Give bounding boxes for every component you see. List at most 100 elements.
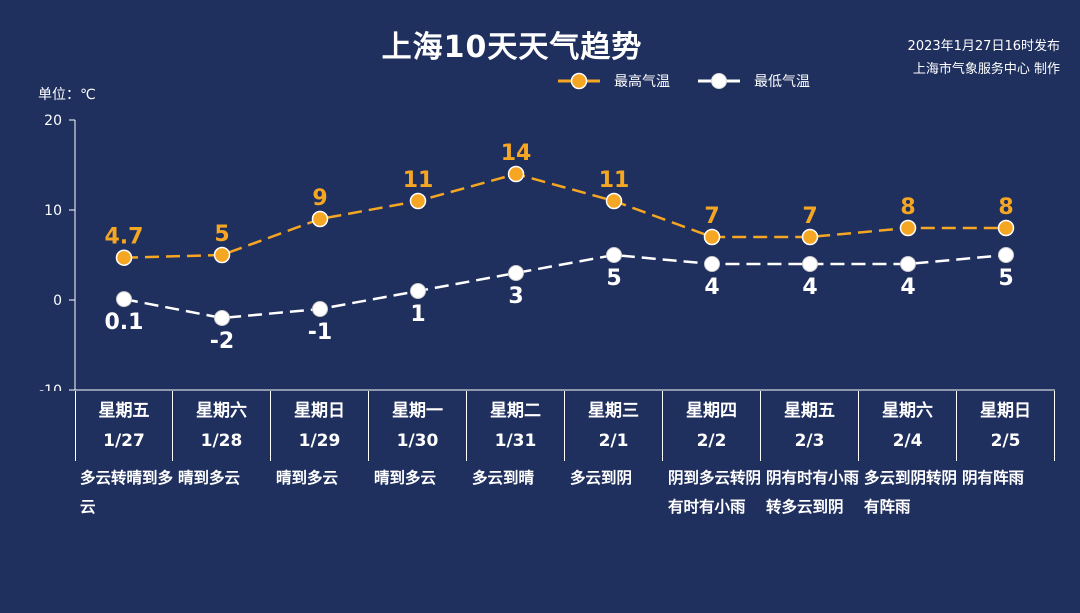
date-label: 2/4 <box>892 431 923 451</box>
date-label: 1/28 <box>200 431 243 451</box>
day-cell: 星期日 1/29 <box>271 391 369 461</box>
high-temp-line <box>123 172 1006 259</box>
weekday-label: 星期五 <box>784 401 835 421</box>
day-cell: 星期五 2/3 <box>761 391 859 461</box>
day-cell: 星期六 2/4 <box>859 391 957 461</box>
low-temp-point <box>704 256 720 272</box>
high-temp-label: 11 <box>599 168 630 193</box>
low-temp-point <box>802 256 818 272</box>
high-temp-point <box>311 210 329 228</box>
low-temp-label: 3 <box>508 284 523 309</box>
legend-low-label: 最低气温 <box>754 74 810 90</box>
low-temp-point <box>998 247 1014 263</box>
low-temp-line <box>123 253 1007 320</box>
high-temp-label: 7 <box>802 204 817 229</box>
weekday-label: 星期一 <box>392 401 443 421</box>
high-temp-point <box>703 228 721 246</box>
weather-row: 多云转晴到多云 晴到多云 晴到多云 晴到多云 多云到晴 多云到阴 阴到多云转阴有时有小雨 阴有… <box>75 462 1055 522</box>
day-cell: 星期五 1/27 <box>75 391 173 461</box>
legend: 最高气温 最低气温 <box>558 70 838 92</box>
date-label: 1/31 <box>494 431 537 451</box>
low-temp-label: 5 <box>606 266 621 291</box>
weekday-label: 星期五 <box>98 401 150 421</box>
issue-time: 2023年1月27日16时发布 <box>907 39 1060 54</box>
legend-low-marker <box>698 73 740 89</box>
y-tick-label: 10 <box>44 203 62 219</box>
legend-high: 最高气温 <box>558 70 670 92</box>
weather-description: 阴有阵雨 <box>962 469 1025 487</box>
issue-info: 2023年1月27日16时发布 上海市气象服务中心 制作 <box>908 35 1060 81</box>
weekday-label: 星期三 <box>588 401 639 421</box>
legend-high-marker <box>558 72 600 90</box>
day-cell: 星期一 1/30 <box>369 391 467 461</box>
temperature-chart: 20 10 0 -10 4.7 5 9 11 14 11 7 7 8 8 0.1 -2 -1 1 3 5 4 4 4 5 <box>39 113 1055 391</box>
weather-description: 多云到阴转阴有阵雨 <box>864 469 958 516</box>
high-temp-label: 14 <box>501 141 532 166</box>
weekday-label: 星期日 <box>294 401 345 421</box>
high-temp-label: 8 <box>998 195 1013 220</box>
date-label: 2/5 <box>990 431 1021 451</box>
date-label: 1/30 <box>396 431 439 451</box>
low-temp-label: 4 <box>704 275 719 300</box>
y-tick-label: -10 <box>39 383 62 391</box>
day-row: 星期五 1/27 星期六 1/28 星期日 1/29 星期一 1/30 星期二 1/31 星期三 2/… <box>75 391 1055 461</box>
weather-description: 阴到多云转阴有时有小雨 <box>668 469 762 516</box>
issuer: 上海市气象服务中心 制作 <box>912 62 1060 77</box>
date-label: 2/1 <box>598 431 629 451</box>
low-temp-point <box>606 247 622 263</box>
weather-description: 晴到多云 <box>178 469 241 487</box>
date-label: 2/3 <box>794 431 825 451</box>
high-temp-point <box>409 192 427 210</box>
low-temp-point <box>312 301 328 317</box>
legend-low: 最低气温 <box>698 70 810 92</box>
weather-description: 阴有时有小雨转多云到阴 <box>766 469 860 516</box>
weather-description: 多云到阴 <box>570 469 633 487</box>
high-temp-point <box>997 219 1015 237</box>
low-temp-point <box>214 310 230 326</box>
day-cell: 星期四 2/2 <box>663 391 761 461</box>
low-temp-point <box>900 256 916 272</box>
low-temp-label: 4 <box>900 275 915 300</box>
low-temp-label: -1 <box>308 320 332 345</box>
date-label: 2/2 <box>696 431 727 451</box>
legend-high-label: 最高气温 <box>614 74 670 90</box>
high-temp-label: 8 <box>900 195 915 220</box>
low-temp-point <box>116 291 132 308</box>
date-label: 1/27 <box>103 431 145 451</box>
y-tick-label: 0 <box>53 293 62 309</box>
weekday-label: 星期日 <box>980 401 1031 421</box>
high-temp-label: 11 <box>403 168 434 193</box>
weather-description: 多云转晴到多云 <box>80 469 174 516</box>
weekday-label: 星期六 <box>882 401 933 421</box>
low-temp-label: 4 <box>802 275 817 300</box>
high-temp-label: 5 <box>214 222 229 247</box>
low-temp-label: -2 <box>210 329 234 354</box>
low-temp-label: 0.1 <box>105 310 144 335</box>
high-temp-label: 9 <box>312 186 327 211</box>
high-temp-point <box>213 246 231 264</box>
low-temp-point <box>410 283 426 299</box>
high-temp-label: 4.7 <box>105 225 144 250</box>
low-temp-label: 5 <box>998 266 1013 291</box>
weather-description: 晴到多云 <box>276 469 339 487</box>
day-cell: 星期二 1/31 <box>467 391 565 461</box>
high-temp-point <box>507 165 525 183</box>
weather-description: 多云到晴 <box>472 469 535 487</box>
weekday-label: 星期二 <box>490 401 541 421</box>
day-cell: 星期日 2/5 <box>957 391 1055 461</box>
day-cell: 星期六 1/28 <box>173 391 271 461</box>
date-label: 1/29 <box>298 431 341 451</box>
chart-title: 上海10天天气趋势 <box>381 30 643 65</box>
unit-label: 单位：℃ <box>38 87 96 103</box>
y-tick-label: 20 <box>44 113 62 129</box>
high-temp-point <box>115 249 133 266</box>
high-temp-point <box>605 192 623 210</box>
high-temp-point <box>801 228 819 246</box>
high-temp-label: 7 <box>704 204 719 229</box>
weekday-label: 星期四 <box>686 401 737 421</box>
low-temp-label: 1 <box>410 302 425 327</box>
day-cell: 星期三 2/1 <box>565 391 663 461</box>
low-temp-point <box>508 265 524 281</box>
high-temp-point <box>899 219 917 237</box>
weekday-label: 星期六 <box>196 401 247 421</box>
